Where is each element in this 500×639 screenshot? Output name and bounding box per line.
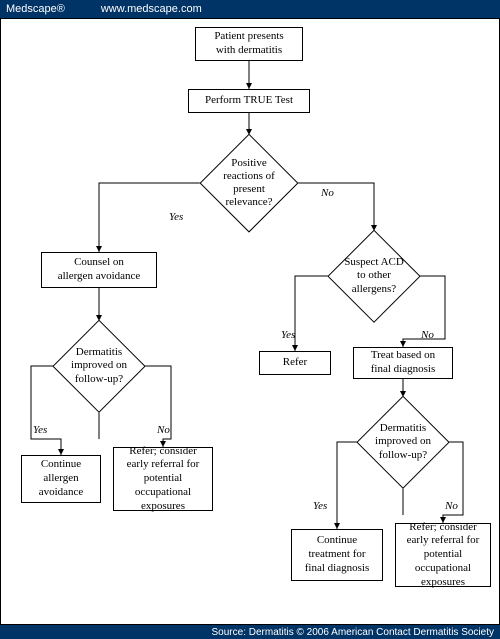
edge-label: No <box>421 329 434 341</box>
flow-node-rect: Continueallergenavoidance <box>21 455 101 503</box>
flow-node-rect: Refer <box>259 351 331 375</box>
flow-node-diamond: Dermatitisimproved onfollow-up? <box>358 397 448 487</box>
flow-node-diamond: Suspect ACDto otherallergens? <box>329 231 419 321</box>
flow-node-diamond: Positivereactions ofpresentrelevance? <box>201 135 297 231</box>
flow-node-rect: Refer; considerearly referral forpotenti… <box>395 523 491 587</box>
footer-bar: Source: Dermatitis © 2006 American Conta… <box>0 625 500 639</box>
header-bar: Medscape® www.medscape.com <box>0 0 500 18</box>
brand-label: Medscape® <box>6 3 65 15</box>
flow-node-rect: Treat based onfinal diagnosis <box>353 347 453 379</box>
flow-node-rect: Perform TRUE Test <box>188 89 310 113</box>
header-url: www.medscape.com <box>101 3 202 15</box>
edge-label: Yes <box>281 329 295 341</box>
edge-label: No <box>445 500 458 512</box>
edge-label: Yes <box>169 211 183 223</box>
edge-label: Yes <box>313 500 327 512</box>
edge-label: Yes <box>33 424 47 436</box>
edge-label: No <box>157 424 170 436</box>
edge-label: No <box>321 187 334 199</box>
footer-text: Source: Dermatitis © 2006 American Conta… <box>212 627 494 638</box>
flow-node-rect: Patient presentswith dermatitis <box>195 27 303 61</box>
flowchart-canvas: Patient presentswith dermatitis Perform T… <box>0 18 500 625</box>
flow-node-diamond: Dermatitisimproved onfollow-up? <box>54 321 144 411</box>
flow-node-rect: Continuetreatment forfinal diagnosis <box>291 529 383 581</box>
flow-node-rect: Refer; considerearly referral forpotenti… <box>113 447 213 511</box>
flow-node-rect: Counsel onallergen avoidance <box>41 252 157 288</box>
